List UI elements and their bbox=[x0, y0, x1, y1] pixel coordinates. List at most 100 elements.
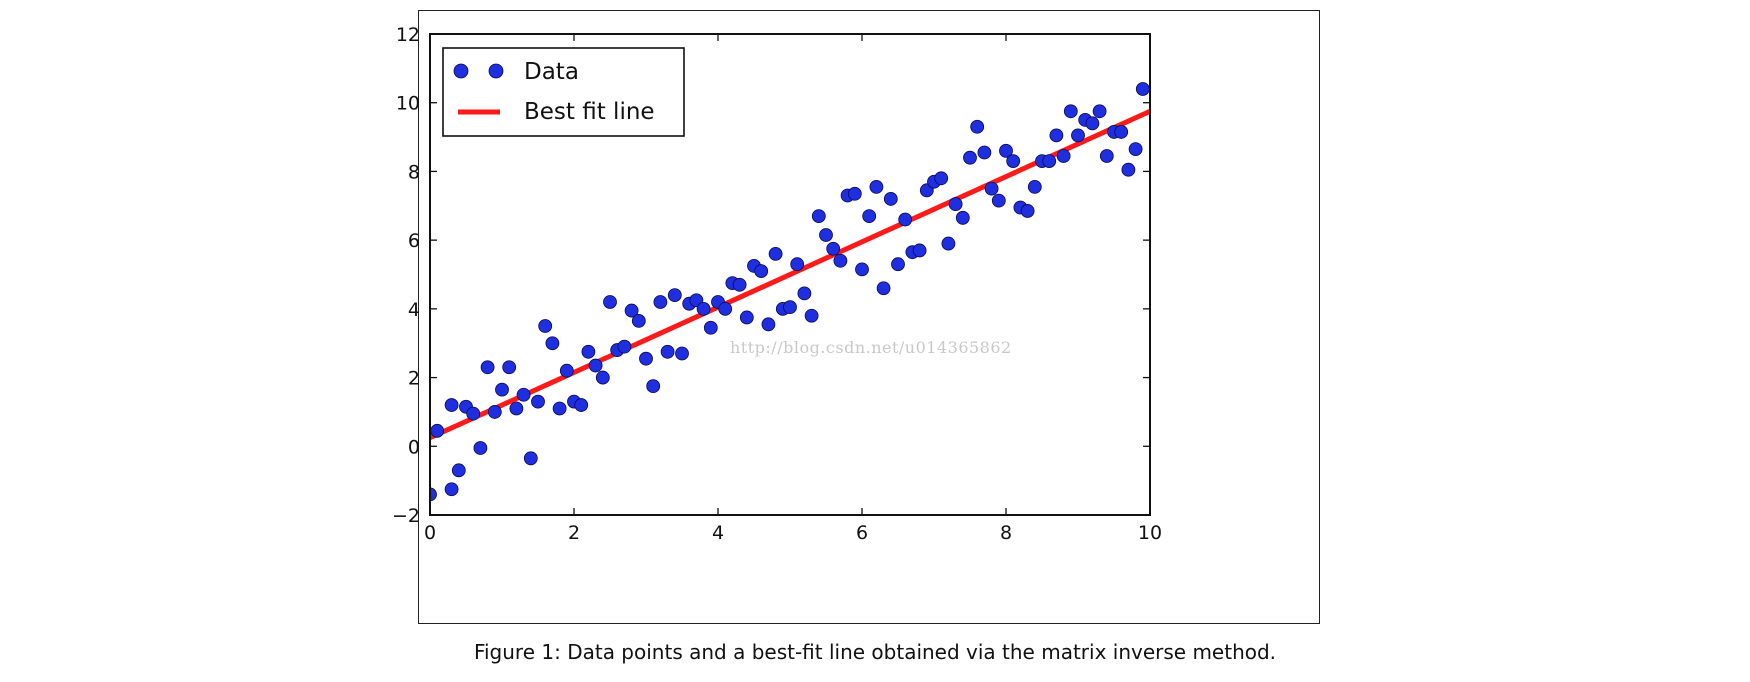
data-point bbox=[826, 241, 841, 256]
data-point bbox=[999, 143, 1013, 158]
data-point bbox=[444, 398, 459, 412]
data-point bbox=[523, 451, 538, 466]
data-point bbox=[646, 379, 661, 394]
data-point bbox=[819, 228, 833, 242]
x-tick-label: 0 bbox=[424, 522, 436, 544]
data-point bbox=[891, 257, 905, 272]
data-point bbox=[718, 301, 733, 316]
data-point bbox=[430, 423, 445, 438]
x-axis-ticks: 0 2 4 6 8 10 bbox=[424, 34, 1162, 544]
data-point bbox=[811, 209, 826, 223]
data-point bbox=[451, 463, 466, 478]
y-tick-label: 2 bbox=[408, 368, 420, 390]
data-point bbox=[667, 288, 682, 303]
data-point bbox=[991, 193, 1006, 208]
data-point bbox=[833, 253, 848, 268]
data-point bbox=[963, 150, 977, 165]
data-point bbox=[495, 382, 509, 397]
y-tick-label: 8 bbox=[408, 161, 420, 183]
data-point bbox=[574, 398, 589, 412]
data-point bbox=[1135, 82, 1150, 96]
best-fit-line bbox=[430, 109, 1150, 440]
legend-label-line: Best fit line bbox=[524, 99, 655, 125]
data-point bbox=[898, 212, 913, 227]
data-point bbox=[466, 406, 481, 421]
data-point bbox=[948, 197, 963, 211]
data-point bbox=[941, 236, 956, 251]
data-points-layer bbox=[430, 82, 1150, 502]
data-point bbox=[754, 264, 769, 278]
data-point bbox=[847, 186, 862, 201]
data-point bbox=[502, 360, 517, 375]
watermark: http://blog.csdn.net/u014365862 bbox=[730, 338, 1012, 357]
data-point bbox=[1092, 104, 1107, 119]
data-point bbox=[912, 243, 927, 258]
y-axis-ticks: −2 0 2 4 6 8 10 12 bbox=[392, 24, 1150, 527]
data-point bbox=[480, 360, 495, 375]
data-point bbox=[516, 387, 531, 402]
legend-marker-data bbox=[453, 63, 469, 79]
y-tick-label: 10 bbox=[396, 93, 420, 115]
data-point bbox=[1114, 125, 1129, 139]
data-point bbox=[639, 351, 653, 366]
data-point bbox=[430, 487, 437, 502]
data-point bbox=[790, 257, 805, 272]
data-point bbox=[761, 317, 776, 332]
x-tick-label: 4 bbox=[712, 522, 724, 544]
x-tick-label: 8 bbox=[1000, 522, 1012, 544]
data-point bbox=[1085, 116, 1100, 131]
data-point bbox=[804, 308, 819, 323]
y-tick-label: 12 bbox=[396, 24, 420, 46]
data-point bbox=[588, 358, 603, 373]
x-tick-label: 2 bbox=[568, 522, 580, 544]
legend: Data Best fit line bbox=[442, 47, 685, 137]
data-point bbox=[955, 210, 970, 225]
figure-caption: Figure 1: Data points and a best-fit lin… bbox=[473, 640, 1277, 664]
data-point bbox=[617, 339, 632, 354]
data-point bbox=[783, 300, 797, 315]
legend-label-data: Data bbox=[524, 59, 579, 85]
x-tick-label: 10 bbox=[1138, 522, 1162, 544]
y-tick-label: 6 bbox=[408, 230, 420, 252]
data-point bbox=[768, 246, 783, 261]
data-point bbox=[869, 179, 884, 194]
data-point bbox=[1049, 128, 1064, 143]
data-point bbox=[1128, 142, 1143, 156]
data-point bbox=[559, 363, 574, 378]
data-point bbox=[984, 181, 999, 196]
data-point bbox=[595, 370, 610, 385]
legend-marker-data bbox=[488, 63, 504, 79]
legend-box bbox=[442, 47, 685, 137]
data-point bbox=[1027, 179, 1042, 194]
data-point bbox=[509, 401, 524, 416]
data-point bbox=[739, 310, 754, 325]
data-point bbox=[487, 405, 502, 419]
data-point bbox=[862, 209, 877, 223]
data-point bbox=[934, 171, 949, 186]
data-point bbox=[473, 441, 488, 455]
data-point bbox=[624, 303, 639, 318]
data-point bbox=[1099, 149, 1114, 163]
data-point bbox=[855, 262, 869, 277]
data-point bbox=[581, 344, 596, 359]
data-point bbox=[538, 319, 553, 333]
data-point bbox=[883, 192, 898, 206]
y-tick-label: 0 bbox=[408, 436, 420, 458]
data-point bbox=[1006, 154, 1021, 169]
data-point bbox=[552, 401, 567, 416]
data-point bbox=[1121, 162, 1136, 177]
data-point bbox=[1071, 128, 1085, 143]
data-point bbox=[876, 281, 891, 296]
data-point bbox=[797, 286, 812, 301]
data-point bbox=[660, 344, 675, 359]
plot-area-frame bbox=[429, 33, 1151, 516]
data-point bbox=[603, 295, 617, 309]
y-tick-label: 4 bbox=[408, 299, 420, 321]
data-point bbox=[1063, 104, 1078, 119]
data-point bbox=[1042, 154, 1057, 169]
data-point bbox=[545, 336, 560, 351]
data-point bbox=[703, 320, 718, 335]
data-point bbox=[1020, 204, 1035, 218]
data-point bbox=[531, 394, 545, 409]
